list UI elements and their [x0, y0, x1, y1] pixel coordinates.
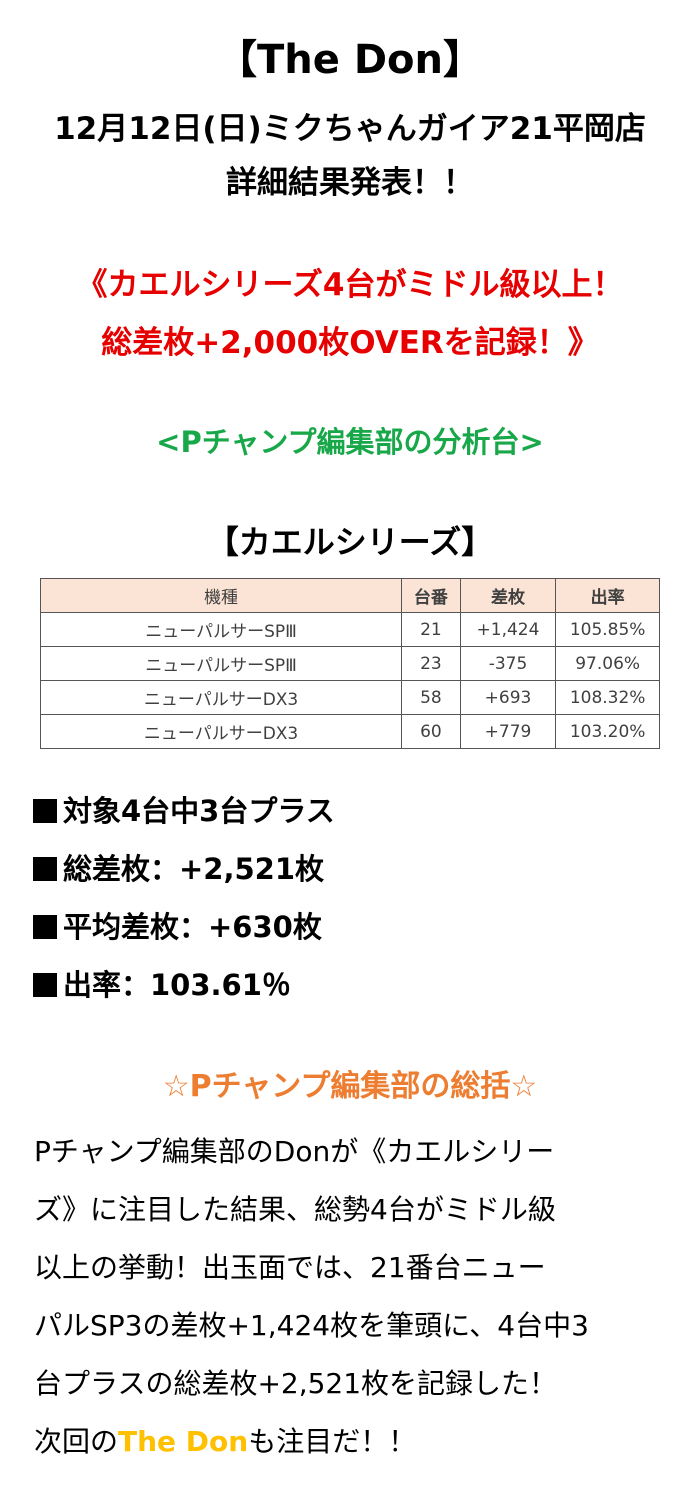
- summary-line: パルSP3の差枚+1,424枚を筆頭に、4台中3: [34, 1309, 589, 1342]
- stat-item: 平均差枚：+630枚: [33, 902, 335, 960]
- summary-last-suffix: も注目だ！！: [248, 1425, 417, 1458]
- summary-last-line: 次回のThe Donも注目だ！！: [34, 1413, 674, 1471]
- header-difference: 差枚: [459, 578, 557, 613]
- header-machine-number: 台番: [401, 578, 461, 613]
- cell-model: ニューパルサーSPⅢ: [39, 646, 403, 681]
- table-row: ニューパルサーSPⅢ 21 +1,424 105.85%: [39, 612, 660, 647]
- cell-difference: +693: [459, 680, 557, 715]
- cell-model: ニューパルサーDX3: [39, 714, 403, 749]
- table-row: ニューパルサーDX3 58 +693 108.32%: [39, 680, 660, 715]
- stat-item: 出率：103.61％: [33, 960, 335, 1018]
- stat-item: 対象4台中3台プラス: [33, 786, 335, 844]
- cell-machine-number: 21: [401, 612, 461, 647]
- stat-item: 総差枚：+2,521枚: [33, 844, 335, 902]
- cell-difference: +779: [459, 714, 557, 749]
- cell-payout-rate: 103.20%: [555, 714, 660, 749]
- stat-text: 総差枚：+2,521枚: [63, 852, 325, 886]
- header-model: 機種: [39, 578, 403, 613]
- cell-difference: -375: [459, 646, 557, 681]
- headline-line-2: 総差枚+2,000枚OVERを記録！》: [101, 325, 599, 361]
- summary-line: 以上の挙動！出玉面では、21番台ニュー: [34, 1251, 546, 1284]
- table-row: ニューパルサーSPⅢ 23 -375 97.06%: [39, 646, 660, 681]
- cell-payout-rate: 108.32%: [555, 680, 660, 715]
- stats-list: 対象4台中3台プラス 総差枚：+2,521枚 平均差枚：+630枚 出率：103…: [33, 786, 335, 1018]
- table-row: ニューパルサーDX3 60 +779 103.20%: [39, 714, 660, 749]
- cell-model: ニューパルサーDX3: [39, 680, 403, 715]
- stat-text: 対象4台中3台プラス: [63, 794, 335, 828]
- square-bullet-icon: [33, 915, 57, 939]
- summary-last-prefix: 次回の: [34, 1425, 119, 1458]
- headline-line-1: 《カエルシリーズ4台がミドル級以上！: [76, 267, 624, 303]
- cell-machine-number: 58: [401, 680, 461, 715]
- table-title: 【カエルシリーズ】: [206, 523, 494, 561]
- square-bullet-icon: [33, 973, 57, 997]
- summary-line: ズ》に注目した結果、総勢4台がミドル級: [34, 1193, 556, 1226]
- summary-line: Pチャンプ編集部のDonが《カエルシリー: [34, 1135, 555, 1168]
- cell-machine-number: 60: [401, 714, 461, 749]
- results-table: 機種 台番 差枚 出率 ニューパルサーSPⅢ 21 +1,424 105.85%…: [39, 578, 660, 749]
- cell-payout-rate: 97.06%: [555, 646, 660, 681]
- page-title: 【The Don】: [217, 37, 483, 83]
- square-bullet-icon: [33, 799, 57, 823]
- results-announcement: 詳細結果発表！！: [226, 165, 474, 201]
- stat-text: 出率：103.61％: [63, 968, 291, 1002]
- analysis-label: <Pチャンプ編集部の分析台>: [156, 425, 544, 459]
- square-bullet-icon: [33, 857, 57, 881]
- cell-model: ニューパルサーSPⅢ: [39, 612, 403, 647]
- summary-body: Pチャンプ編集部のDonが《カエルシリー ズ》に注目した結果、総勢4台がミドル級…: [34, 1123, 674, 1471]
- cell-payout-rate: 105.85%: [555, 612, 660, 647]
- stat-text: 平均差枚：+630枚: [63, 910, 322, 944]
- header-payout-rate: 出率: [555, 578, 660, 613]
- cell-machine-number: 23: [401, 646, 461, 681]
- event-subtitle: 12月12日(日)ミクちゃんガイア21平岡店: [54, 111, 646, 147]
- summary-line: 台プラスの総差枚+2,521枚を記録した！: [34, 1367, 558, 1400]
- cell-difference: +1,424: [459, 612, 557, 647]
- the-don-highlight: The Don: [118, 1425, 249, 1458]
- table-header-row: 機種 台番 差枚 出率: [39, 578, 660, 613]
- summary-heading: ☆Pチャンプ編集部の総括☆: [162, 1069, 538, 1104]
